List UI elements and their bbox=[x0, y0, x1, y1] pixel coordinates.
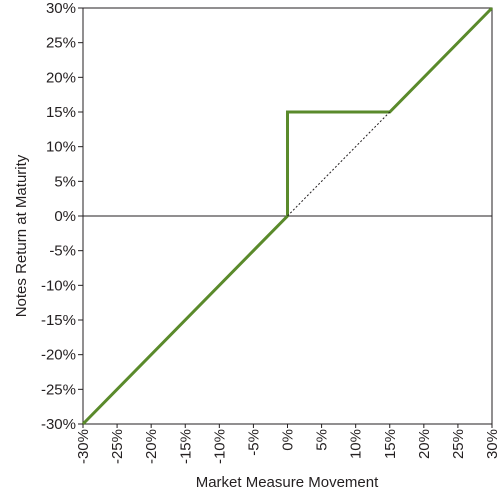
x-tick-label: -20% bbox=[143, 429, 160, 464]
y-tick-label: 15% bbox=[46, 104, 76, 121]
x-tick-label: -10% bbox=[211, 429, 228, 464]
x-tick-label: 5% bbox=[314, 429, 331, 451]
y-tick-label: -25% bbox=[41, 381, 76, 398]
y-tick-label: 5% bbox=[54, 173, 76, 190]
series-layer bbox=[81, 6, 494, 426]
x-tick-label: -5% bbox=[245, 429, 262, 456]
y-tick-label: 10% bbox=[46, 139, 76, 156]
x-tick-label: -25% bbox=[109, 429, 126, 464]
x-tick-label: 0% bbox=[280, 429, 297, 451]
y-tick-label: -20% bbox=[41, 347, 76, 364]
dotted-reference-line bbox=[287, 111, 391, 217]
y-tick-label: -10% bbox=[41, 277, 76, 294]
x-tick-label: 20% bbox=[416, 429, 433, 459]
y-tick-label: 20% bbox=[46, 69, 76, 86]
x-tick-label: 15% bbox=[382, 429, 399, 459]
y-tick-label: 0% bbox=[54, 208, 76, 225]
y-tick-label: -5% bbox=[49, 243, 76, 260]
x-tick-label: 25% bbox=[450, 429, 467, 459]
x-tick-label: 30% bbox=[484, 429, 500, 459]
x-axis-label: Market Measure Movement bbox=[196, 474, 379, 491]
x-tick-label: -30% bbox=[75, 429, 92, 464]
y-axis-label: Notes Return at Maturity bbox=[13, 154, 30, 317]
y-axis-ticks: 30% 25% 20% 15% 10% 5% 0% -5% -10% -15% -20% -25% -3… bbox=[41, 0, 83, 433]
x-tick-label: 10% bbox=[348, 429, 365, 459]
y-tick-label: 30% bbox=[46, 0, 76, 17]
y-tick-label: -30% bbox=[41, 416, 76, 433]
y-tick-label: 25% bbox=[46, 35, 76, 52]
x-axis-ticks: -30% -25% -20% -15% -10% -5% 0% 5% 10% 15% 20% 25% 3… bbox=[75, 424, 500, 464]
payoff-line bbox=[81, 6, 494, 426]
y-tick-label: -15% bbox=[41, 312, 76, 329]
x-tick-label: -15% bbox=[177, 429, 194, 464]
